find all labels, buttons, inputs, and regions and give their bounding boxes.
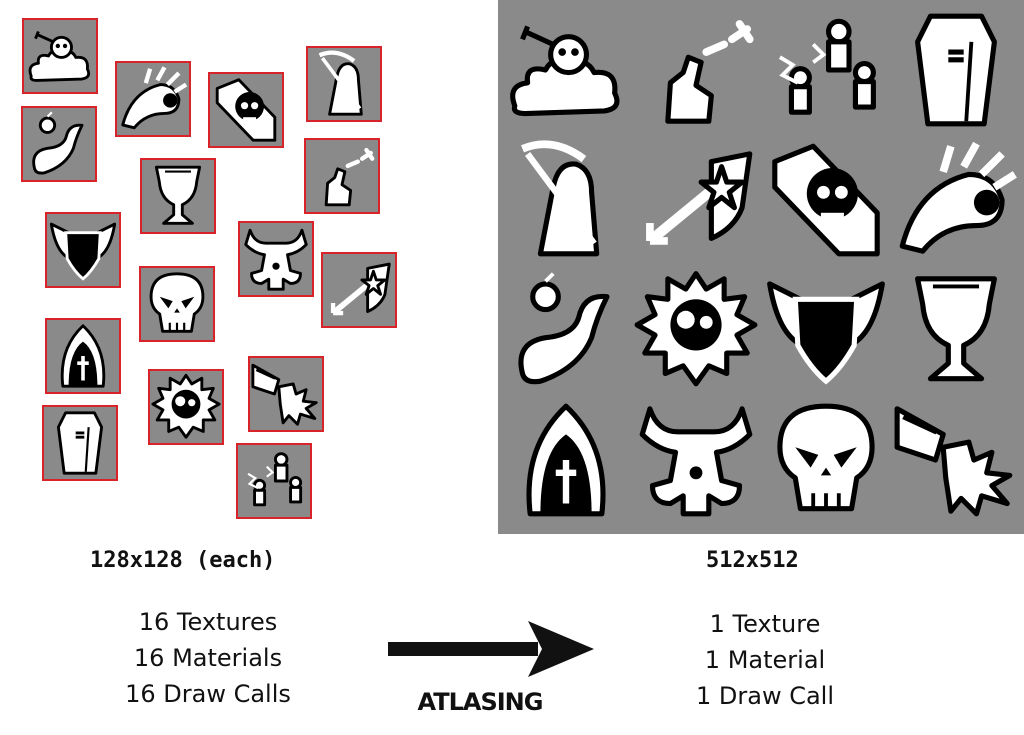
spiky-skull-icon <box>150 371 222 443</box>
texture-count: 1 Texture <box>665 606 865 642</box>
atlasing-arrow <box>388 617 594 681</box>
texture-tile <box>306 46 382 122</box>
atlas-cell <box>632 6 760 134</box>
atlas-cell <box>632 266 760 394</box>
texture-tile <box>148 369 224 445</box>
atlasing-label: ATLASING <box>380 688 580 716</box>
skull-cloud-icon <box>24 20 96 92</box>
arrow-shield-icon <box>632 136 760 264</box>
atlas-cell <box>762 136 890 264</box>
sun-swirl-icon <box>117 63 189 135</box>
atlas-cell <box>892 396 1020 524</box>
skull-scroll-icon <box>762 136 890 264</box>
hooded-monk-icon <box>502 396 630 524</box>
atlas-cell <box>502 136 630 264</box>
textures-count: 16 Textures <box>108 604 308 640</box>
kick-icon <box>306 140 378 212</box>
texture-tile <box>208 72 284 148</box>
hooded-monk-icon <box>47 320 119 392</box>
atlas-cell <box>892 6 1020 134</box>
atlas-cell <box>892 136 1020 264</box>
texture-tile <box>22 18 98 94</box>
arrow-shield-icon <box>323 254 395 326</box>
atlas-cell <box>632 136 760 264</box>
lightning-figures-icon <box>762 6 890 134</box>
texture-atlas <box>498 0 1024 534</box>
horned-warrior-icon <box>632 396 760 524</box>
atlas-size-label: 512x512 <box>706 548 799 573</box>
texture-tile <box>304 138 380 214</box>
atlas-cell <box>762 396 890 524</box>
atlas-cell <box>502 6 630 134</box>
skull-icon <box>762 396 890 524</box>
atlas-cell <box>502 396 630 524</box>
coffin-icon <box>44 407 116 479</box>
draw-call-count: 1 Draw Call <box>665 678 865 714</box>
individual-stats: 16 Textures 16 Materials 16 Draw Calls <box>108 604 308 712</box>
draw-calls-count: 16 Draw Calls <box>108 676 308 712</box>
texture-tile <box>248 356 324 432</box>
skull-scroll-icon <box>210 74 282 146</box>
materials-count: 16 Materials <box>108 640 308 676</box>
apple-vine-icon <box>23 108 95 180</box>
texture-tile <box>21 106 97 182</box>
atlas-stats: 1 Texture 1 Material 1 Draw Call <box>665 606 865 714</box>
skull-cloud-icon <box>502 6 630 134</box>
spiky-skull-icon <box>632 266 760 394</box>
trophy-icon <box>142 160 214 232</box>
texture-tile <box>45 318 121 394</box>
kick-icon <box>632 6 760 134</box>
texture-tile <box>42 405 118 481</box>
texture-tile <box>45 212 121 288</box>
lightning-figures-icon <box>238 445 310 517</box>
texture-tile <box>115 61 191 137</box>
texture-tile <box>140 158 216 234</box>
atlas-cell <box>502 266 630 394</box>
texture-tile <box>139 266 215 342</box>
individual-size-label: 128x128 (each) <box>90 548 275 573</box>
skull-icon <box>141 268 213 340</box>
reaper-icon <box>502 136 630 264</box>
texture-tile <box>236 443 312 519</box>
cannon-blast-icon <box>892 396 1020 524</box>
coffin-icon <box>892 6 1020 134</box>
atlas-cell <box>632 396 760 524</box>
horned-warrior-icon <box>240 223 312 295</box>
material-count: 1 Material <box>665 642 865 678</box>
cannon-blast-icon <box>250 358 322 430</box>
texture-tile <box>321 252 397 328</box>
sun-swirl-icon <box>892 136 1020 264</box>
atlas-cell <box>762 266 890 394</box>
atlas-cell <box>762 6 890 134</box>
trophy-icon <box>892 266 1020 394</box>
reaper-icon <box>308 48 380 120</box>
texture-tile <box>238 221 314 297</box>
apple-vine-icon <box>502 266 630 394</box>
winged-shield-icon <box>47 214 119 286</box>
atlas-cell <box>892 266 1020 394</box>
winged-shield-icon <box>762 266 890 394</box>
